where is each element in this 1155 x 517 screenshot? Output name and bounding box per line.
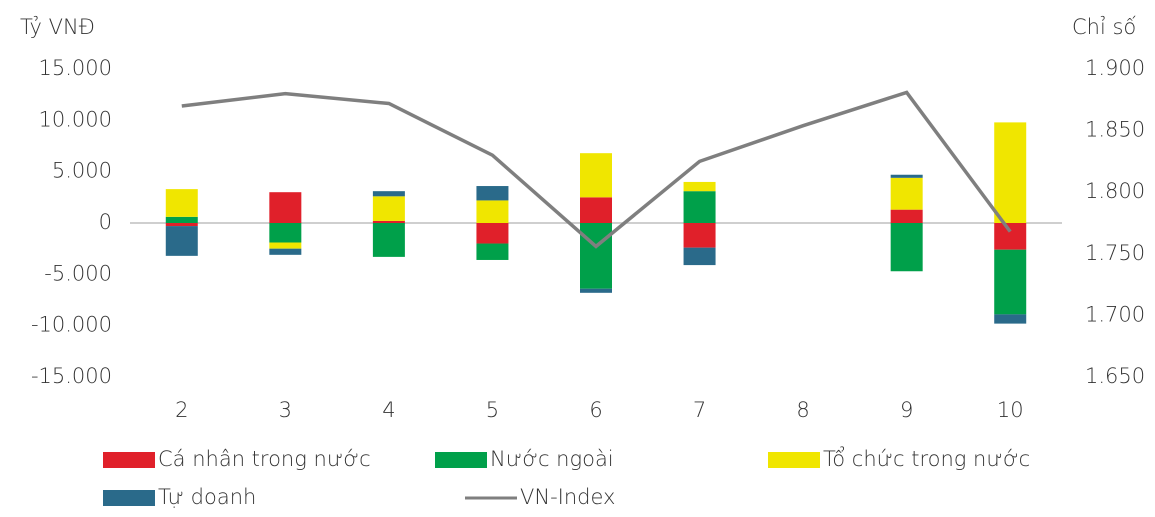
y2-tick-label: 1.800 [1085,179,1145,203]
bar [994,249,1027,315]
y2-tick-label: 1.900 [1085,56,1145,80]
y2-tick-label: 1.650 [1085,364,1145,388]
bar [580,197,612,223]
y-tick-label: -15.000 [31,364,112,388]
legend-swatch [768,452,820,468]
x-tick-label: 9 [900,398,913,422]
legend-label: Cá nhân trong nước [158,447,371,471]
bar [890,174,923,178]
x-tick-label: 6 [589,398,602,422]
legend-swatch [435,452,487,468]
x-tick-label: 4 [382,398,395,422]
legend-label: Nước ngoài [490,447,614,471]
y-tick-label: -10.000 [31,313,112,337]
y-tick-label: -5.000 [44,261,112,285]
bar [165,216,198,223]
bar [890,223,923,272]
bar [580,223,612,289]
bar [476,200,509,223]
bar [269,248,302,255]
legend-swatch [103,490,155,506]
y-tick-label: 15.000 [39,56,112,80]
bar [890,177,923,210]
bar [683,247,716,266]
line [181,90,1012,249]
bar [476,243,509,260]
bar [994,122,1027,223]
bar [165,223,198,227]
x-tick-label: 2 [175,398,188,422]
bar [372,196,405,221]
bar [994,223,1027,250]
bar [372,223,405,257]
x-tick-label: 5 [486,398,499,422]
legend-label: Tự doanh [158,485,256,509]
bar [476,186,509,201]
y2-tick-label: 1.850 [1085,118,1145,142]
x-tick-label: 7 [693,398,706,422]
x-tick-label: 3 [279,398,292,422]
y-tick-label: 5.000 [52,159,112,183]
y-tick-label: 0 [99,210,112,234]
bar [890,209,923,223]
y2-tick-label: 1.750 [1085,241,1145,265]
y2-axis-title: Chỉ số [1072,15,1136,39]
bar [269,192,302,223]
legend-label: VN-Index [520,485,615,509]
bar [476,223,509,244]
bar [269,223,302,243]
bar [994,314,1027,324]
x-tick-label: 8 [796,398,809,422]
bar [580,288,612,293]
y2-tick-label: 1.700 [1085,302,1145,326]
legend-label: Tổ chức trong nước [823,446,1030,471]
bar [683,191,716,223]
y-tick-label: 10.000 [39,107,112,131]
bar [372,191,405,197]
bar [165,226,198,256]
x-tick-label: 10 [997,398,1024,422]
y-axis-title: Tỷ VNĐ [20,15,95,39]
bar [683,181,716,192]
legend-swatch [103,452,155,468]
bar [269,242,302,249]
bar [580,153,612,198]
bar [683,223,716,248]
bar [372,220,405,223]
bar [165,189,198,217]
